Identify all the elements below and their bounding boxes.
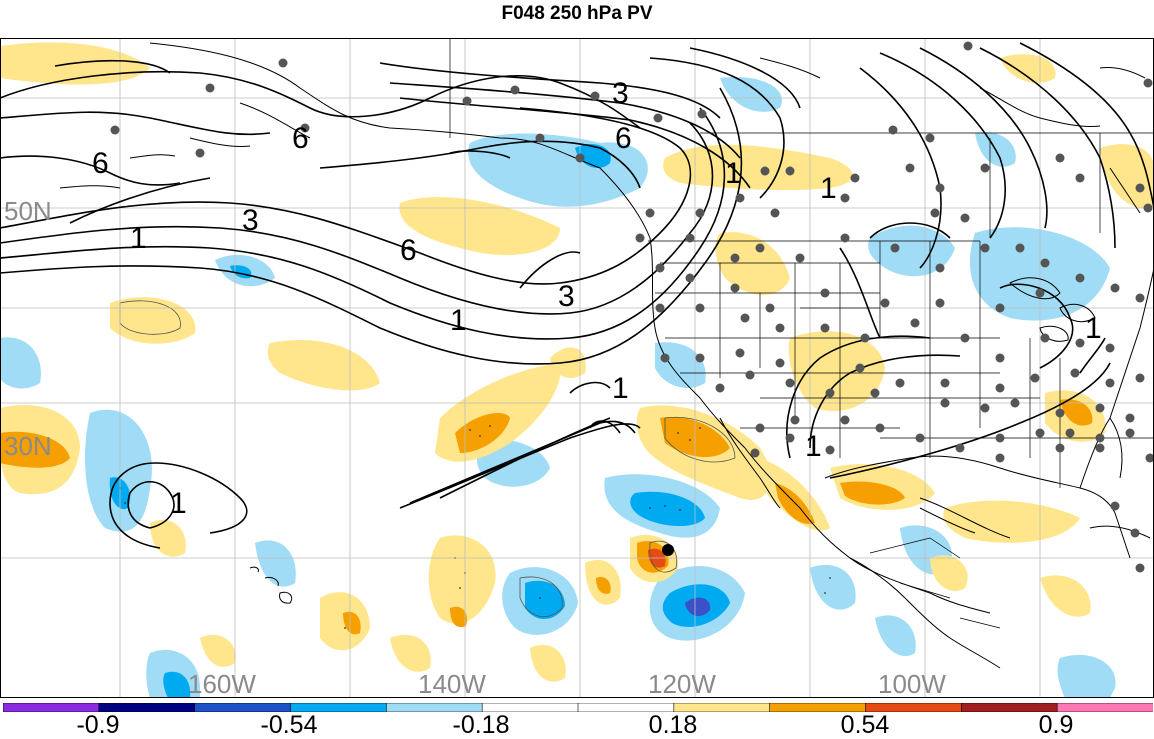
- significance-stipple: [119, 425, 831, 629]
- negative-anomaly-fills: [0, 77, 1116, 698]
- graticule-labels: 50N 30N 160W 140W 120W 100W: [4, 196, 946, 699]
- lat-label-30n: 30N: [4, 431, 52, 461]
- lon-label-120w: 120W: [648, 669, 716, 698]
- contour-label-3: 6: [615, 122, 632, 155]
- colorbar-tick-label: -0.18: [452, 711, 510, 739]
- contour-label-14: 1: [805, 430, 822, 463]
- political-boundaries: [449, 38, 1154, 629]
- contour-label-2: 6: [292, 122, 309, 155]
- contour-label-7: 3: [612, 77, 629, 110]
- lat-label-50n: 50N: [4, 196, 52, 226]
- contour-label-8: 1: [130, 222, 147, 255]
- colorbar-tick-label: 0.9: [1038, 711, 1074, 739]
- colorbar-labels: -0.9 -0.54 -0.18 0.18 0.54 0.9: [0, 712, 1154, 739]
- colorbar-tick-label: 0.18: [648, 711, 698, 739]
- contour-label-9: 1: [450, 304, 467, 337]
- contour-labels: 6 6 6 6 3 3 3 1 1 1 1 1 1 1 1: [92, 77, 1102, 520]
- contour-label-4: 6: [400, 234, 417, 267]
- colorbar-tick-label: -0.54: [260, 711, 318, 739]
- contour-label-12: 1: [725, 157, 742, 190]
- contour-label-10: 1: [170, 487, 187, 520]
- colorbar: [3, 703, 1153, 712]
- colorbar-tick-label: 0.54: [840, 711, 890, 739]
- observation-stations: [110, 41, 1154, 573]
- colorbar-tick-label: -0.9: [76, 711, 120, 739]
- lon-label-160w: 160W: [188, 669, 256, 698]
- map-title: F048 250 hPa PV: [501, 3, 653, 24]
- contour-label-11: 1: [612, 372, 629, 405]
- lon-label-100w: 100W: [878, 669, 946, 698]
- anomaly-outlines: [119, 300, 736, 618]
- contour-label-13: 1: [820, 172, 837, 205]
- positive-anomaly-fills: [0, 42, 1154, 682]
- pv-map: 6 6 6 6 3 3 3 1 1 1 1 1 1 1 1 50N 30N 16…: [0, 38, 1154, 699]
- highlight-point-marker: [662, 544, 674, 556]
- contour-label-5: 3: [242, 204, 259, 237]
- contour-label-15: 1: [1085, 312, 1102, 345]
- contour-label-1: 6: [92, 147, 109, 180]
- pv-contours: [0, 42, 1154, 549]
- lon-label-140w: 140W: [418, 669, 486, 698]
- contour-label-6: 3: [558, 280, 575, 313]
- colorbar-segment: [1056, 703, 1153, 712]
